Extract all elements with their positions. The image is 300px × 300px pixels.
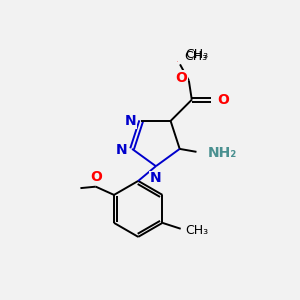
Text: CH₃: CH₃	[185, 224, 208, 237]
Text: O: O	[176, 70, 188, 85]
Text: N: N	[124, 114, 136, 128]
Text: CH₃: CH₃	[185, 48, 208, 62]
Text: NH₂: NH₂	[207, 146, 237, 160]
Text: O: O	[218, 93, 229, 107]
Text: N: N	[116, 143, 128, 158]
Text: CH₃: CH₃	[184, 50, 208, 63]
Text: O: O	[176, 61, 178, 62]
Text: O: O	[90, 170, 102, 184]
Text: N: N	[150, 172, 162, 185]
